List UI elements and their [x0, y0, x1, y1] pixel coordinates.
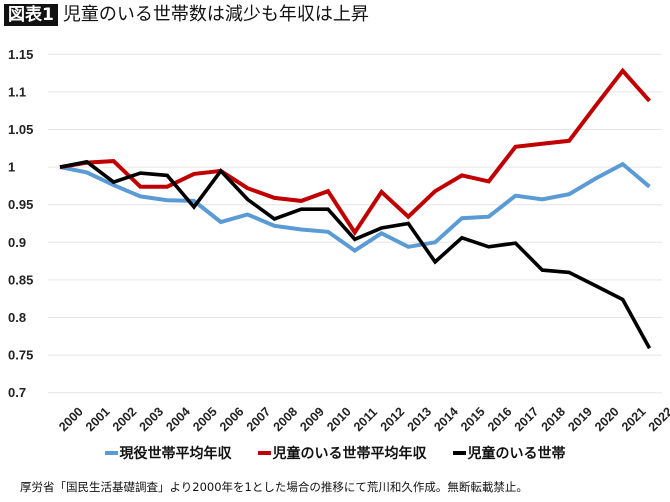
x-tick-label: 2011 — [351, 405, 380, 434]
x-tick-label: 2003 — [137, 405, 167, 435]
x-tick-label: 2002 — [110, 405, 140, 435]
figure-badge: 図表1 — [4, 4, 58, 26]
x-tick-label: 2019 — [565, 405, 595, 435]
line-chart: 1.151.11.0510.950.90.850.80.750.72000200… — [8, 47, 670, 435]
x-tick-label: 2020 — [592, 405, 622, 435]
x-tick-label: 2006 — [217, 405, 247, 435]
y-tick-label: 0.95 — [8, 197, 33, 212]
x-tick-label: 2018 — [539, 405, 569, 435]
legend-swatch — [104, 451, 118, 455]
chart-header: 図表1 児童のいる世帯数は減少も年収は上昇 — [4, 4, 369, 26]
series-line-1 — [59, 161, 651, 254]
legend-label: 児童のいる世帯 — [467, 446, 566, 462]
x-tick-label: 2005 — [190, 405, 220, 435]
legend-label: 現役世帯平均年収 — [119, 446, 232, 462]
legend: 現役世帯平均年収 児童のいる世帯平均年収 児童のいる世帯 — [0, 443, 670, 463]
x-tick-label: 2017 — [512, 405, 542, 435]
y-tick-label: 1.1 — [8, 84, 26, 99]
legend-item: 現役世帯平均年収 — [104, 443, 232, 463]
x-tick-label: 2022 — [646, 405, 670, 435]
y-tick-label: 0.8 — [8, 310, 26, 325]
y-tick-label: 0.85 — [8, 272, 33, 287]
legend-item: 児童のいる世帯 — [452, 443, 566, 463]
x-tick-label: 2012 — [378, 405, 408, 435]
x-tick-label: 2001 — [83, 405, 113, 435]
x-tick-label: 2008 — [271, 405, 301, 435]
y-tick-label: 0.7 — [8, 385, 26, 400]
series-line-3 — [59, 159, 652, 350]
x-tick-label: 2014 — [431, 405, 461, 435]
legend-swatch — [452, 451, 466, 455]
legend-swatch — [257, 451, 271, 455]
x-tick-label: 2015 — [458, 405, 488, 435]
y-tick-label: 1.15 — [8, 47, 33, 62]
y-tick-label: 0.75 — [8, 348, 33, 363]
x-tick-label: 2010 — [324, 405, 354, 435]
x-tick-label: 2016 — [485, 405, 515, 435]
x-tick-label: 2009 — [297, 405, 327, 435]
x-tick-label: 2021 — [619, 405, 649, 435]
x-tick-label: 2007 — [244, 405, 274, 435]
legend-label: 児童のいる世帯平均年収 — [272, 446, 427, 462]
chart-title: 児童のいる世帯数は減少も年収は上昇 — [62, 4, 369, 25]
legend-item: 児童のいる世帯平均年収 — [257, 443, 427, 463]
x-tick-label: 2000 — [56, 405, 86, 435]
y-tick-label: 1.05 — [8, 122, 33, 137]
y-tick-label: 1 — [8, 160, 15, 175]
y-tick-label: 0.9 — [8, 235, 26, 250]
series-line-2 — [59, 67, 651, 237]
source-note: 厚労省「国民生活基礎調査」より2000年を1とした場合の推移にて荒川和久作成。無… — [20, 480, 528, 494]
x-tick-label: 2013 — [405, 405, 435, 435]
x-tick-label: 2004 — [163, 405, 193, 435]
